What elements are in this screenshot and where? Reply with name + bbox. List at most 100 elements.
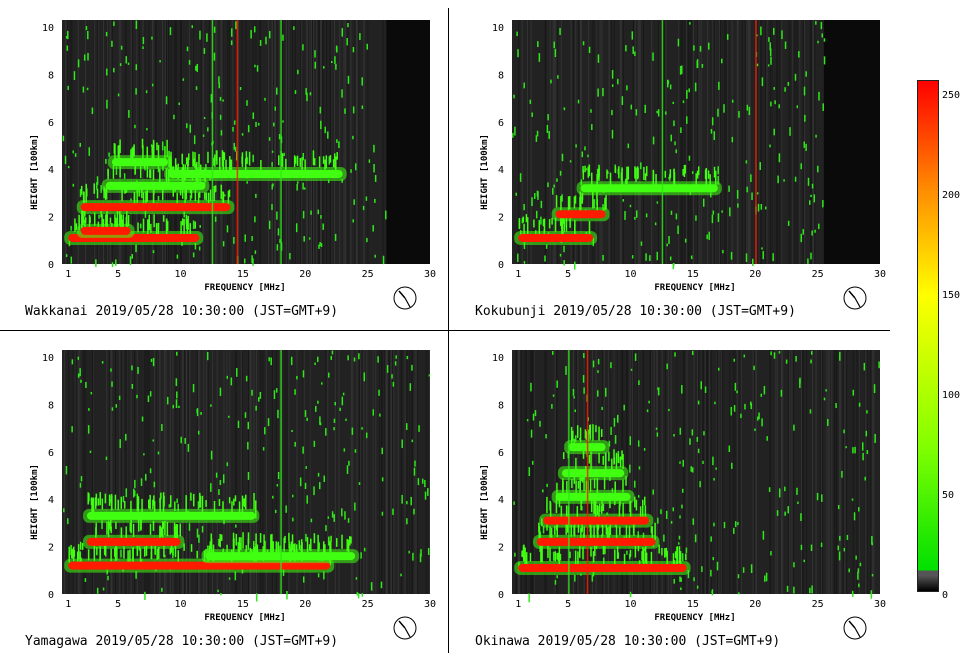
echo-trace-spread: [566, 524, 569, 533]
echo-trace-spread: [142, 218, 145, 233]
background-streak: [303, 350, 305, 594]
noise-mark: [711, 214, 714, 224]
background-streak: [794, 20, 796, 264]
noise-mark: [246, 100, 248, 106]
noise-mark: [264, 427, 266, 435]
x-tick-label: 20: [749, 599, 761, 610]
echo-trace-spread: [590, 500, 593, 513]
background-streak: [275, 350, 277, 594]
noise-mark: [640, 241, 643, 246]
background-streak: [326, 20, 328, 264]
echo-trace-spread: [169, 547, 172, 555]
noise-mark: [336, 46, 338, 53]
noise-mark: [408, 550, 410, 554]
noise-mark: [123, 173, 126, 179]
background-streak: [229, 350, 231, 594]
noise-mark: [554, 579, 557, 585]
background-streak: [681, 20, 683, 264]
background-streak: [683, 350, 685, 594]
noise-mark: [692, 518, 695, 525]
noise-mark: [149, 468, 152, 474]
echo-trace-spread: [209, 541, 212, 549]
background-streak: [755, 350, 757, 594]
echo-trace: [68, 561, 331, 570]
noise-mark: [108, 152, 110, 157]
noise-mark: [563, 245, 565, 253]
background-streak: [833, 350, 835, 594]
noise-mark: [799, 379, 801, 388]
echo-trace-spread: [575, 480, 577, 496]
noise-mark: [556, 380, 558, 388]
noise-mark: [254, 64, 256, 68]
noise-mark: [701, 63, 704, 68]
noise-mark: [276, 484, 279, 487]
noise-mark: [534, 193, 536, 199]
noise-mark: [210, 404, 212, 407]
noise-mark: [374, 198, 376, 203]
x-tick-label: 30: [874, 269, 886, 280]
noise-mark: [395, 355, 397, 359]
noise-mark: [825, 389, 827, 392]
noise-mark: [180, 436, 182, 444]
background-streak: [575, 20, 577, 264]
noise-mark: [302, 210, 305, 219]
background-streak: [560, 20, 562, 264]
noise-mark: [107, 575, 109, 581]
background-streak: [601, 20, 603, 264]
noise-mark: [602, 87, 604, 97]
echo-trace-spread: [664, 548, 666, 558]
background-streak: [312, 20, 314, 264]
noise-mark: [137, 366, 139, 374]
echo-trace-spread: [149, 169, 152, 179]
echo-trace-spread: [152, 520, 155, 531]
echo-trace-spread: [169, 495, 172, 508]
echo-trace: [555, 492, 631, 501]
noise-mark: [573, 396, 575, 399]
clock-icon: [843, 286, 867, 310]
background-streak: [580, 20, 582, 264]
noise-mark: [152, 250, 155, 254]
clock-icon: [843, 616, 867, 640]
noise-mark: [294, 90, 297, 94]
noise-mark: [770, 101, 772, 107]
echo-trace-spread: [96, 188, 99, 199]
noise-mark: [517, 49, 519, 58]
echo-trace-spread: [685, 553, 687, 561]
noise-mark: [851, 498, 854, 501]
background-streak: [653, 350, 655, 594]
echo-trace: [536, 537, 656, 546]
background-streak: [737, 20, 739, 264]
background-streak: [306, 20, 308, 264]
noise-mark: [72, 183, 75, 187]
noise-mark: [645, 213, 648, 218]
background-streak: [718, 20, 720, 264]
echo-trace-spread: [119, 215, 122, 228]
background-streak: [400, 350, 402, 594]
background-streak: [556, 350, 558, 594]
echo-trace-spread: [525, 552, 528, 566]
noise-mark: [173, 114, 175, 120]
background-streak: [416, 350, 418, 594]
noise-mark: [682, 488, 684, 493]
echo-trace-spread: [584, 165, 586, 173]
x-tick-label: 5: [565, 599, 571, 610]
noise-mark: [362, 205, 365, 211]
echo-trace-spread: [126, 209, 128, 226]
noise-mark: [319, 106, 322, 114]
echo-trace-spread: [270, 534, 272, 553]
background-streak: [329, 20, 331, 264]
background-streak: [122, 350, 124, 594]
noise-mark: [67, 85, 69, 90]
noise-mark: [243, 258, 246, 264]
echo-trace-spread: [99, 492, 101, 506]
noise-mark: [670, 520, 673, 524]
noise-mark: [656, 110, 658, 114]
noise-mark: [591, 124, 593, 131]
noise-mark: [760, 26, 762, 36]
background-streak: [325, 350, 327, 594]
noise-mark: [189, 195, 192, 201]
noise-mark: [222, 99, 224, 102]
noise-mark: [746, 104, 749, 111]
noise-mark: [746, 186, 748, 193]
noise-mark: [358, 353, 360, 360]
